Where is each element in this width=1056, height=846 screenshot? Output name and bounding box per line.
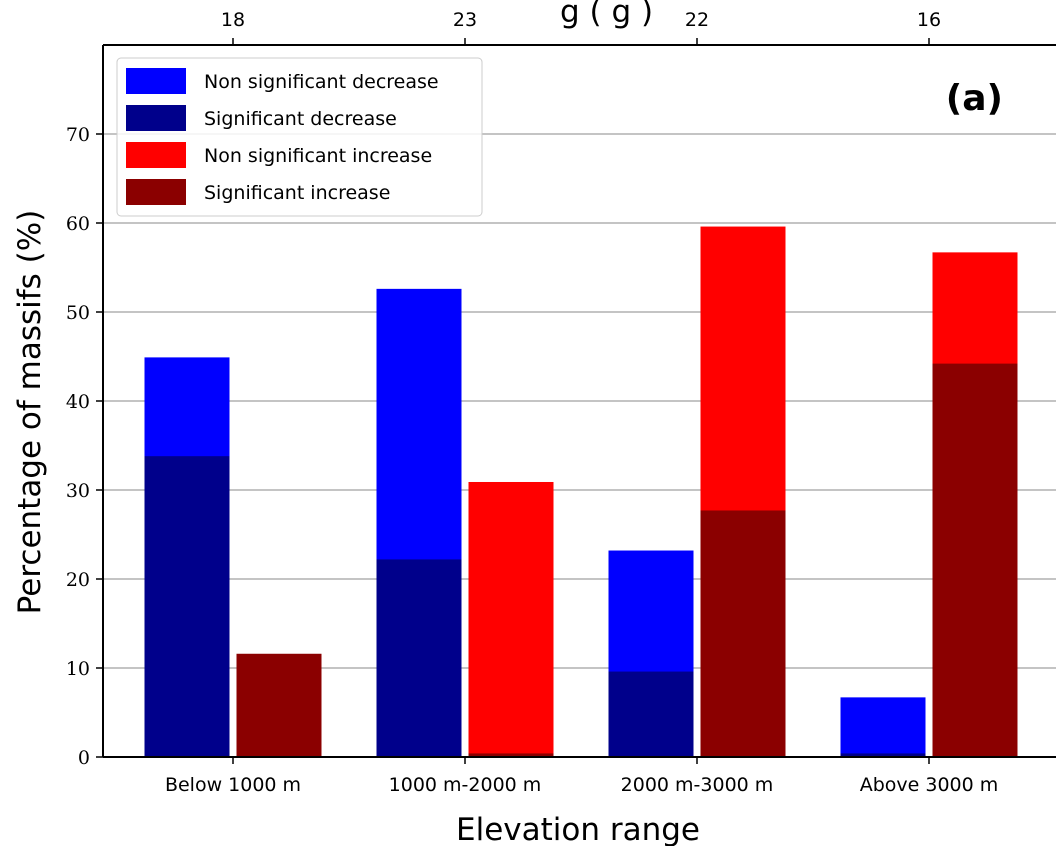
x-tick-label: Below 1000 m (165, 774, 301, 796)
legend-label: Significant decrease (204, 108, 397, 130)
bar-significant-decrease (376, 559, 462, 757)
legend-frame (116, 57, 483, 217)
legend-swatch (126, 68, 186, 94)
y-tick-label: 10 (66, 658, 90, 680)
bar-significant-decrease (144, 456, 230, 757)
y-tick-label: 50 (66, 302, 90, 324)
legend-swatch (126, 142, 186, 168)
x-tick-label: 2000 m-3000 m (621, 774, 774, 796)
bar-significant-increase (468, 753, 554, 757)
top-tick-label: 16 (917, 9, 941, 31)
ticks: 0 10 20 30 40 50 60 70 Below 1000 m 18 1000 m-2000… (66, 9, 998, 796)
bar-significant-decrease (608, 671, 694, 757)
panel-label: (a) (946, 78, 1003, 119)
legend-label: Significant increase (204, 182, 390, 204)
bar-non-significant-increase (468, 481, 554, 757)
top-title: g ( g ) (560, 0, 653, 30)
top-tick-label: 18 (221, 9, 245, 31)
y-tick-label: 60 (66, 213, 90, 235)
x-axis-label: Elevation range (456, 812, 700, 846)
legend: Non significant decrease Significant decr… (116, 57, 483, 217)
legend-label: Non significant decrease (204, 71, 439, 93)
top-tick-label: 22 (685, 9, 709, 31)
bar-significant-decrease (840, 753, 926, 757)
legend-swatch (126, 179, 186, 205)
bar-significant-increase (700, 510, 786, 757)
x-tick-label: Above 3000 m (860, 774, 999, 796)
y-tick-label: 40 (66, 391, 90, 413)
bar-significant-increase (932, 363, 1018, 757)
y-tick-label: 70 (66, 124, 90, 146)
y-axis-label: Percentage of massifs (%) (12, 210, 48, 615)
legend-label: Non significant increase (204, 145, 432, 167)
y-tick-label: 30 (66, 480, 90, 502)
bars (144, 226, 1018, 757)
y-tick-label: 20 (66, 569, 90, 591)
top-tick-label: 23 (453, 9, 477, 31)
bar-significant-increase (236, 653, 322, 757)
x-tick-label: 1000 m-2000 m (389, 774, 542, 796)
legend-swatch (126, 105, 186, 131)
y-tick-label: 0 (78, 747, 90, 769)
bar-non-significant-decrease (840, 697, 926, 757)
